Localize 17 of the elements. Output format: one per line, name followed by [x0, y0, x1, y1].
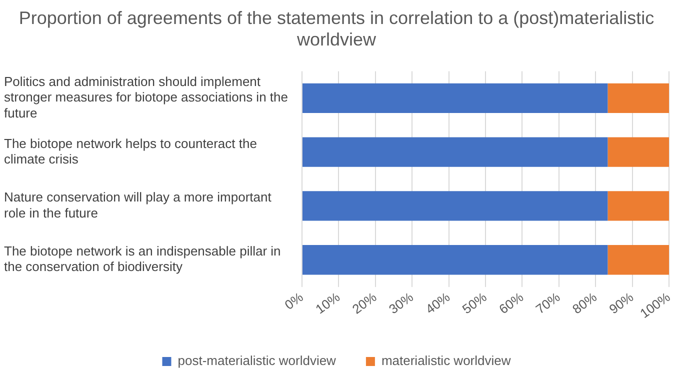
legend-label: post-materialistic worldview	[178, 353, 337, 368]
y-tick-label: The biotope network is an indispensable pillar in the conservation of biodiversity	[4, 244, 281, 274]
legend-label: materialistic worldview	[381, 353, 512, 368]
x-tick-label: 40%	[422, 289, 454, 317]
x-tick-label: 20%	[349, 289, 380, 317]
x-tick-label: 70%	[532, 289, 564, 317]
y-tick-label: Nature conservation will play a more important role in the future	[4, 190, 272, 220]
x-tick-label: 90%	[606, 289, 637, 317]
y-tick-label: Politics and administration should implement stronger measures for biotope associations in the future	[4, 74, 288, 120]
chart-title: Proportion of agreements of the statements in correlation to a (post)materialistic worldview	[18, 8, 654, 50]
y-tick-label: The biotope network helps to counteract the climate crisis	[4, 136, 257, 166]
x-tick-label: 50%	[459, 289, 490, 317]
x-tick-label: 60%	[496, 289, 526, 317]
x-tick-label: 10%	[312, 289, 343, 317]
x-tick-label: 80%	[570, 289, 600, 317]
x-tick-label: 30%	[386, 289, 416, 317]
x-tick-label: 0%	[282, 289, 306, 313]
